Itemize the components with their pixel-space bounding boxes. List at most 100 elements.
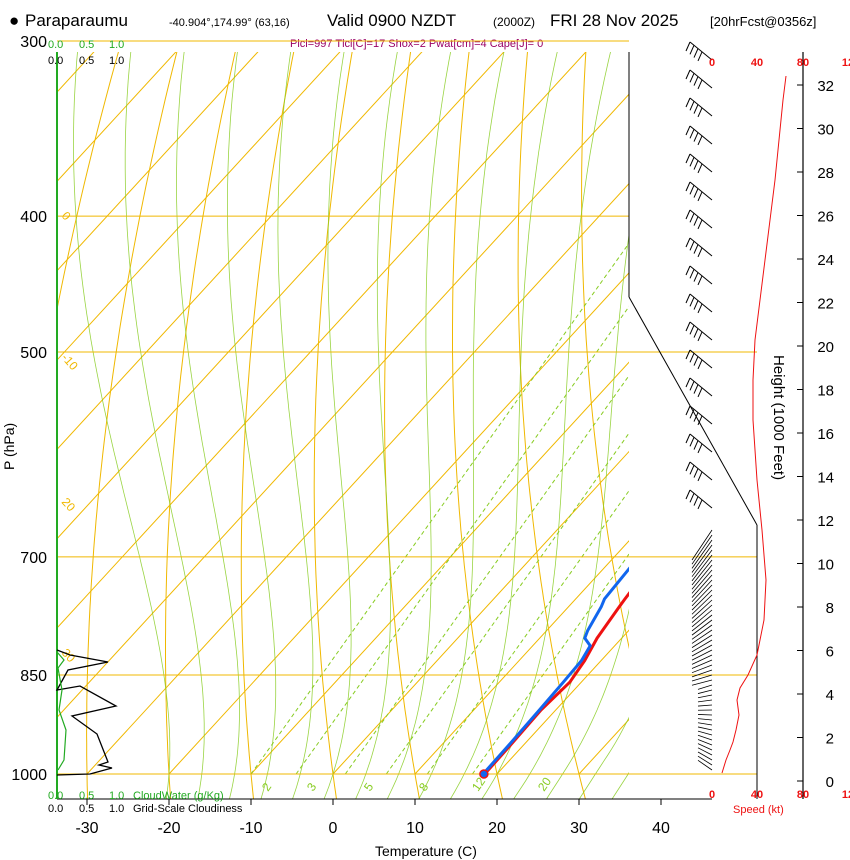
speed-top-label: 40 (751, 57, 763, 69)
bottom-cloud-scale-1: 1.0 (109, 790, 124, 802)
barb-feather (697, 163, 703, 174)
barb-staff (691, 589, 713, 611)
barb-staff (691, 614, 713, 632)
barb-staff (697, 689, 713, 694)
height-tick-label: 20 (817, 339, 834, 356)
barb-staff (697, 704, 713, 707)
header-location: Paraparaumu (25, 11, 128, 30)
dry-adiabat (581, 52, 629, 650)
moist-adiabat (481, 52, 611, 799)
isotherm-label: 20 (59, 495, 79, 515)
barb-staff (691, 639, 713, 653)
barb-feather (693, 188, 699, 198)
height-tick-label: 0 (826, 774, 834, 791)
indices-line: Plcl=997 Tlcl[C]=17 Shox=2 Pwat[cm]=4 Ca… (290, 38, 543, 50)
barb-staff (691, 599, 713, 619)
bottom-cloud-scale-0: 0.0 (48, 790, 63, 802)
barb-feather (693, 104, 699, 114)
isotherm-line (578, 718, 629, 775)
mixing-ratio-label: 2 (259, 780, 274, 794)
barb-feather (693, 440, 699, 450)
barb-feather (693, 468, 699, 478)
mixing-ratio-line (250, 242, 629, 775)
speed-bottom-label: 80 (797, 789, 809, 801)
speed-top-label: 0 (709, 57, 715, 69)
barb-staff (697, 760, 713, 771)
height-tick-label: 16 (817, 426, 834, 443)
barb-feather (697, 471, 703, 482)
speed-top-label: 12 (842, 57, 850, 69)
top-scale-0: 0.0 (48, 39, 63, 51)
y-axis-title: P (hPa) (1, 423, 17, 470)
barb-feather (689, 493, 695, 503)
top-scale-05-b: 0.5 (79, 55, 94, 67)
speed-top-label: 80 (797, 57, 809, 69)
barb-feather (697, 443, 703, 454)
top-scale-1: 1.0 (109, 39, 124, 51)
barb-feather (693, 384, 699, 394)
barb-feather (693, 412, 699, 422)
barb-staff (691, 649, 713, 661)
moist-adiabat (513, 231, 629, 799)
height-tick-label: 30 (817, 122, 834, 139)
bottom-grid-scale-05: 0.5 (79, 803, 94, 815)
moist-adiabat (73, 52, 171, 799)
barb-feather (697, 387, 703, 398)
barb-feather (693, 328, 699, 338)
height-tick-label: 2 (826, 731, 834, 748)
barb-staff (689, 489, 713, 509)
isotherm-line (57, 52, 177, 183)
isotherm-line (414, 540, 629, 775)
moist-adiabat (226, 52, 277, 799)
height-tick-label: 32 (817, 78, 834, 95)
barb-feather (697, 51, 703, 62)
isotherm-line (57, 52, 587, 629)
barb-feather (689, 269, 695, 279)
barb-staff (689, 41, 713, 61)
height-tick-label: 26 (817, 209, 834, 226)
isotherm-line (57, 52, 423, 451)
barb-staff (697, 755, 713, 766)
barb-feather (685, 181, 691, 192)
barb-staff (691, 669, 713, 678)
barb-feather (697, 359, 703, 370)
dry-adiabat (643, 0, 753, 804)
height-tick-label: 6 (826, 644, 834, 661)
barb-feather (697, 219, 703, 230)
dry-adiabat (86, 52, 178, 799)
moist-adiabat (355, 52, 398, 799)
barb-feather (689, 353, 695, 363)
barb-staff (689, 153, 713, 173)
barb-staff (691, 609, 713, 628)
barb-feather (685, 97, 691, 108)
barb-staff (697, 714, 713, 716)
temperature-tick-label: -10 (239, 820, 262, 837)
barb-staff (689, 433, 713, 453)
barb-staff (691, 594, 713, 615)
isotherm-line (332, 450, 629, 775)
adiabat-label: 0 (633, 189, 651, 208)
temperature-line (483, 591, 629, 775)
mixing-ratio-line (344, 374, 629, 775)
temperature-tick-label: -20 (157, 820, 180, 837)
temperature-tick-label: 10 (406, 820, 424, 837)
barb-feather (685, 433, 691, 444)
barb-feather (697, 499, 703, 510)
barb-staff (691, 659, 713, 669)
barb-staff (697, 747, 713, 756)
temperature-tick-label: 0 (329, 820, 338, 837)
pressure-axis-labels: 2503004005007008501000 (11, 34, 47, 784)
header-forecast: [20hrFcst@0356z] (710, 14, 816, 29)
barb-feather (689, 325, 695, 335)
moist-adiabat (277, 52, 314, 799)
dewpoint-line (481, 566, 629, 775)
moist-adiabat (611, 772, 629, 799)
pressure-grid (57, 40, 757, 775)
barb-staff (691, 679, 713, 686)
barb-feather (693, 76, 699, 86)
moist-adiabat (323, 52, 352, 799)
adiabat-label: 10 (652, 299, 677, 324)
barb-feather (685, 125, 691, 136)
barb-staff (697, 743, 713, 751)
